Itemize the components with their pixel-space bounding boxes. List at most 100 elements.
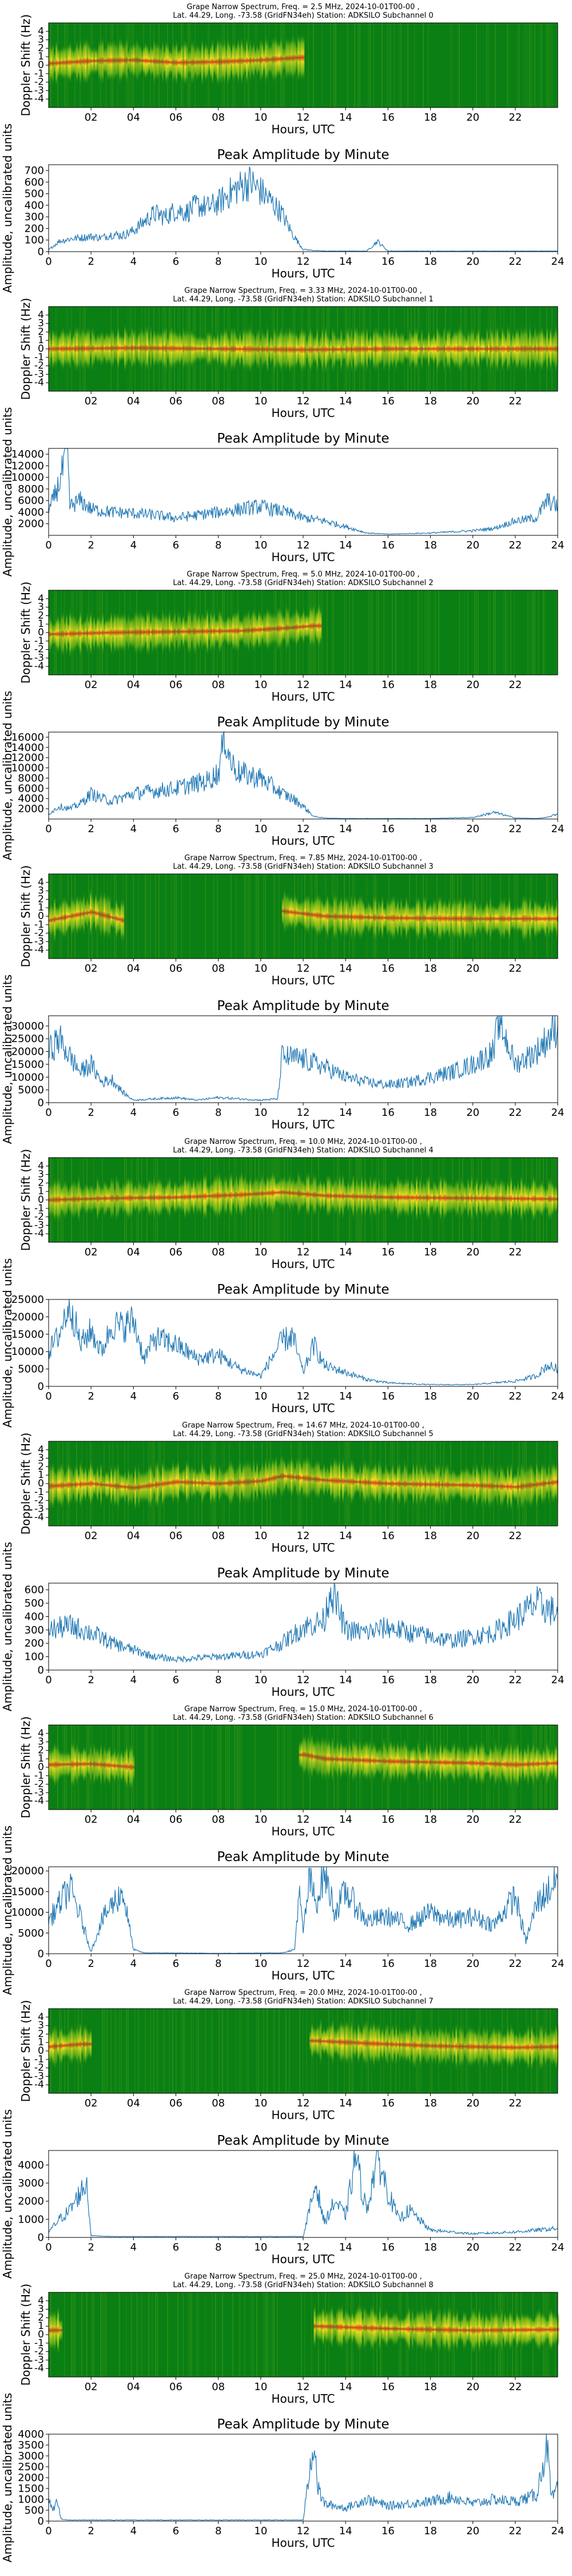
spectrum-signal-column bbox=[333, 891, 336, 942]
spectrum-signal-column bbox=[538, 2306, 541, 2354]
spectrum-ytick-label: -3 bbox=[34, 652, 44, 663]
spectrum-signal-column bbox=[364, 1740, 366, 1781]
spectrum-ytick-label: -2 bbox=[34, 2062, 44, 2074]
spectrum-noise-streak bbox=[474, 590, 475, 675]
amplitude-xtick-label: 14 bbox=[339, 1107, 352, 1119]
spectrum-signal-column bbox=[237, 1462, 240, 1502]
spectrum-signal-column bbox=[392, 2310, 395, 2348]
spectrum-title-line1: Grape Narrow Spectrum, Freq. = 20.0 MHz,… bbox=[184, 1989, 422, 1997]
spectrum-signal-column bbox=[407, 335, 410, 363]
spectrum-signal-column bbox=[405, 1741, 407, 1782]
spectrum-signal-column bbox=[370, 332, 372, 366]
spectrum-signal-column bbox=[555, 1183, 557, 1215]
spectrum-ytick-label: 1 bbox=[38, 618, 44, 630]
spectrum-signal-column bbox=[463, 895, 466, 943]
spectrum-signal-column bbox=[212, 1464, 214, 1502]
spectrum-signal-column bbox=[539, 901, 542, 936]
spectrum-signal-column bbox=[357, 896, 360, 939]
spectrum-noise-streak bbox=[102, 2292, 103, 2377]
spectrum-signal-column bbox=[472, 326, 475, 372]
spectrum-signal-column bbox=[67, 1187, 70, 1212]
spectrum-signal-column bbox=[512, 329, 514, 368]
amplitude-xtick-label: 24 bbox=[551, 256, 565, 268]
spectrum-signal-column bbox=[131, 323, 133, 373]
spectrum-signal-column bbox=[374, 1742, 376, 1780]
spectrum-signal-column bbox=[521, 324, 523, 373]
spectrum-signal-column bbox=[181, 1469, 183, 1496]
spectrum-signal-column bbox=[194, 46, 197, 78]
spectrum-signal-column bbox=[128, 332, 130, 364]
spectrum-signal-column bbox=[513, 1743, 515, 1786]
spectrum-signal-column bbox=[260, 610, 262, 650]
spectrum-signal-column bbox=[455, 1750, 457, 1775]
spectrum-signal-column bbox=[399, 2024, 401, 2065]
spectrum-signal-column bbox=[479, 337, 482, 361]
amplitude-ytick-label: 500 bbox=[25, 188, 44, 200]
spectrum-signal-column bbox=[411, 2305, 414, 2353]
amplitude-xtick-label: 4 bbox=[130, 1958, 137, 1970]
spectrum-signal-column bbox=[442, 2026, 444, 2066]
spectrum-signal-column bbox=[477, 1750, 479, 1776]
spectrum-title-line2: Lat. 44.29, Long. -73.58 (GridFN34eh) St… bbox=[173, 2281, 433, 2289]
spectrum-ytick-label: 0 bbox=[38, 2329, 44, 2340]
spectrum-signal-column bbox=[59, 2317, 61, 2343]
spectrum-signal-column bbox=[541, 2022, 543, 2072]
spectrum-signal-column bbox=[181, 333, 183, 364]
spectrum-signal-column bbox=[114, 1186, 116, 1211]
spectrum-signal-column bbox=[296, 1457, 298, 1498]
amplitude-ytick-label: 4000 bbox=[18, 506, 44, 518]
spectrum-signal-column bbox=[122, 1180, 125, 1216]
spectrum-xlabel: Hours, UTC bbox=[272, 406, 335, 420]
spectrum-ytick-label: 0 bbox=[38, 2045, 44, 2057]
spectrum-signal-column bbox=[279, 329, 281, 370]
spectrum-signal-column bbox=[332, 1462, 334, 1499]
amplitude-xtick-label: 14 bbox=[339, 2525, 352, 2537]
spectrum-signal-column bbox=[105, 46, 108, 75]
spectrum-signal-column bbox=[421, 1184, 423, 1212]
spectrum-ytick-label: -1 bbox=[34, 919, 44, 931]
spectrum-xtick-label: 12 bbox=[297, 1814, 310, 1826]
spectrum-ytick-label: -1 bbox=[34, 635, 44, 647]
spectrum-signal-column bbox=[550, 1175, 552, 1222]
spectrum-signal-column bbox=[522, 1752, 524, 1777]
spectrum-xtick-label: 02 bbox=[85, 2097, 98, 2109]
spectrum-signal-column bbox=[428, 1174, 430, 1222]
spectrum-signal-column bbox=[435, 2311, 438, 2348]
spectrum-ylabel: Doppler Shift (Hz) bbox=[19, 2284, 33, 2386]
spectrum-title-line2: Lat. 44.29, Long. -73.58 (GridFN34eh) St… bbox=[173, 11, 433, 20]
spectrum-signal-column bbox=[280, 607, 283, 650]
amplitude-ytick-label: 200 bbox=[25, 222, 44, 234]
spectrum-signal-column bbox=[436, 2032, 439, 2060]
spectrum-signal-column bbox=[459, 324, 461, 374]
amplitude-ytick-label: 0 bbox=[38, 2515, 44, 2527]
spectrum-signal-column bbox=[158, 1175, 161, 1220]
spectrum-ytick-label: -2 bbox=[34, 1211, 44, 1223]
spectrum-noise-streak bbox=[524, 23, 525, 108]
spectrum-xtick-label: 22 bbox=[509, 2381, 522, 2393]
spectrum-signal-column bbox=[54, 1468, 56, 1504]
spectrum-signal-column bbox=[489, 1744, 491, 1784]
spectrum-signal-column bbox=[503, 1747, 505, 1782]
spectrum-signal-column bbox=[344, 2021, 346, 2064]
amplitude-series-line bbox=[48, 1866, 558, 1954]
spectrum-signal-column bbox=[330, 1460, 332, 1501]
spectrum-signal-column bbox=[119, 1470, 121, 1502]
spectrum-ytick-label: 4 bbox=[38, 1160, 44, 1172]
spectrum-signal-column bbox=[66, 1466, 68, 1504]
amplitude-series-line bbox=[48, 448, 558, 535]
spectrum-signal-column bbox=[320, 2016, 322, 2066]
spectrum-noise-streak bbox=[177, 1725, 178, 1810]
spectrum-signal-column bbox=[308, 1456, 310, 1501]
amplitude-xtick-label: 12 bbox=[297, 1674, 310, 1686]
spectrum-signal-column bbox=[61, 327, 63, 371]
spectrum-ytick-label: 3 bbox=[38, 2020, 44, 2032]
spectrum-signal-column bbox=[545, 1463, 547, 1504]
spectrum-signal-column bbox=[495, 2028, 497, 2066]
spectrum-signal-column bbox=[519, 1185, 521, 1212]
spectrum-signal-column bbox=[289, 324, 291, 375]
spectrum-signal-column bbox=[352, 900, 355, 934]
amplitude-ytick-label: 30000 bbox=[11, 1020, 44, 1032]
spectrum-signal-column bbox=[509, 1470, 511, 1503]
spectrum-noise-streak bbox=[152, 1725, 153, 1810]
